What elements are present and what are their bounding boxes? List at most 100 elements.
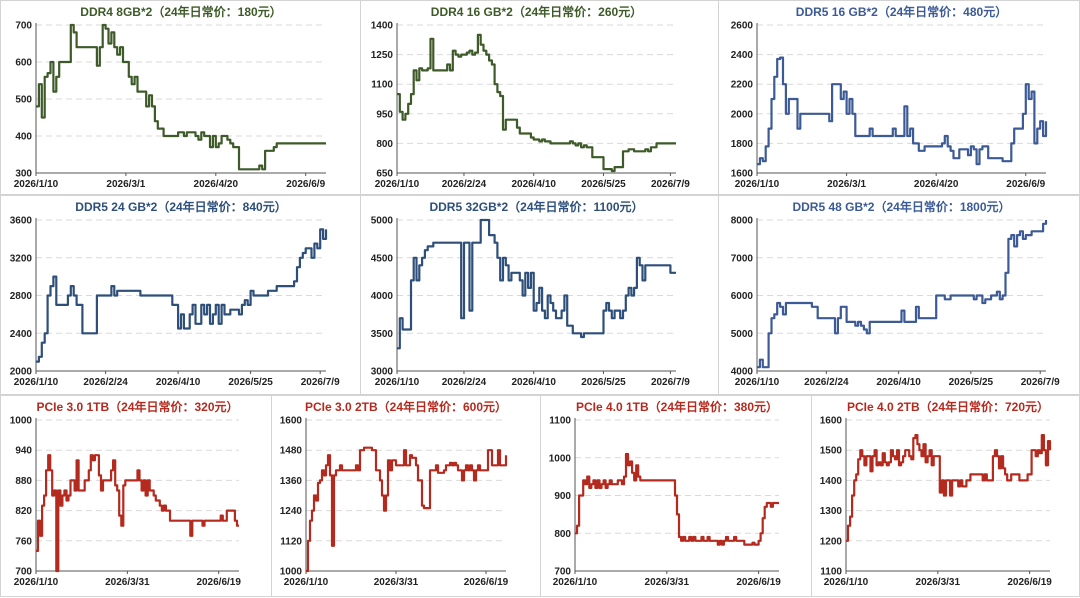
x-tick-label: 2026/6/19 xyxy=(196,577,241,588)
y-tick-label: 8000 xyxy=(731,216,754,227)
x-tick-label: 2026/3/31 xyxy=(105,577,150,588)
y-tick-label: 700 xyxy=(554,567,571,578)
x-tick-label: 2026/7/9 xyxy=(651,377,690,388)
x-tick-label: 2026/1/10 xyxy=(14,179,59,190)
x-tick-label: 2026/4/10 xyxy=(511,377,556,388)
x-tick-label: 2026/3/31 xyxy=(916,577,961,588)
price-series-line xyxy=(575,452,779,546)
x-tick-label: 2026/1/10 xyxy=(735,377,780,388)
y-tick-label: 1800 xyxy=(731,139,754,150)
y-tick-label: 1100 xyxy=(549,416,571,427)
y-tick-label: 1600 xyxy=(731,169,754,180)
x-tick-label: 2026/5/25 xyxy=(581,377,626,388)
y-tick-label: 600 xyxy=(15,58,32,69)
x-tick-label: 2026/5/25 xyxy=(949,377,994,388)
y-tick-label: 700 xyxy=(15,567,32,578)
y-tick-label: 1000 xyxy=(10,416,33,427)
x-tick-label: 2026/7/9 xyxy=(301,377,340,388)
y-tick-label: 2000 xyxy=(10,367,33,378)
price-series-line xyxy=(397,218,676,350)
chart-title: DDR5 32GB*2（24年日常价：1100元） xyxy=(429,199,643,214)
price-series-line xyxy=(397,33,676,173)
price-series-line xyxy=(36,454,239,573)
price-series-line xyxy=(846,434,1052,542)
y-tick-label: 1250 xyxy=(371,50,394,61)
line-chart: PCIe 4.0 2TB（24年日常价：720元） 1100 1200 1300 140… xyxy=(820,399,1053,588)
y-tick-label: 1500 xyxy=(820,446,843,457)
line-chart: PCIe 3.0 2TB（24年日常价：600元） 1000 1120 1240 136… xyxy=(280,399,509,588)
y-tick-label: 650 xyxy=(376,169,393,180)
y-tick-label: 700 xyxy=(15,21,32,32)
y-tick-label: 3500 xyxy=(371,329,394,340)
x-tick-label: 2026/2/24 xyxy=(804,377,849,388)
x-tick-label: 2026/2/24 xyxy=(442,179,487,190)
chart-title: PCIe 3.0 1TB（24年日常价：320元） xyxy=(36,399,238,414)
x-tick-label: 2026/4/10 xyxy=(876,377,921,388)
chart-panel: DDR5 16 GB*2（24年日常价：480元） 1600 1800 2000 220… xyxy=(718,0,1080,195)
x-tick-label: 2026/3/1 xyxy=(106,179,145,190)
y-tick-label: 6000 xyxy=(731,291,754,302)
x-tick-label: 2026/1/10 xyxy=(553,577,598,588)
y-tick-label: 2400 xyxy=(731,50,754,61)
x-tick-label: 2026/5/25 xyxy=(228,377,273,388)
x-tick-label: 2026/6/9 xyxy=(1006,179,1045,190)
y-tick-label: 800 xyxy=(554,529,571,540)
x-tick-label: 2026/6/19 xyxy=(464,577,509,588)
y-tick-label: 800 xyxy=(376,139,393,150)
x-tick-label: 2026/1/10 xyxy=(375,377,420,388)
y-tick-label: 2800 xyxy=(10,291,33,302)
x-tick-label: 2026/5/25 xyxy=(581,179,626,190)
x-tick-label: 2026/4/10 xyxy=(511,179,556,190)
y-tick-label: 900 xyxy=(554,491,571,502)
y-tick-label: 300 xyxy=(15,169,32,180)
line-chart: PCIe 4.0 1TB（24年日常价：380元） 700 800 900 1000 11… xyxy=(549,399,782,588)
x-tick-label: 2026/4/10 xyxy=(156,377,201,388)
line-chart: DDR4 16 GB*2（24年日常价：260元） 650 800 950 1100 12… xyxy=(371,4,691,190)
price-series-line xyxy=(757,220,1048,369)
y-tick-label: 4000 xyxy=(371,291,394,302)
y-tick-label: 2000 xyxy=(731,109,754,120)
chart-panel: PCIe 4.0 1TB（24年日常价：380元） 700 800 900 1000 11… xyxy=(540,395,812,597)
price-series-line xyxy=(306,446,508,573)
y-tick-label: 1200 xyxy=(820,536,843,547)
y-tick-label: 1240 xyxy=(280,506,303,517)
chart-panel: DDR5 32GB*2（24年日常价：1100元） 3000 3500 4000 450… xyxy=(360,195,720,395)
y-tick-label: 820 xyxy=(15,506,32,517)
chart-title: PCIe 4.0 1TB（24年日常价：380元） xyxy=(576,399,778,414)
y-tick-label: 4000 xyxy=(731,367,754,378)
x-tick-label: 2026/1/10 xyxy=(284,577,329,588)
x-tick-label: 2026/3/1 xyxy=(827,179,866,190)
y-tick-label: 1600 xyxy=(280,416,303,427)
x-tick-label: 2026/4/20 xyxy=(194,179,239,190)
chart-title: PCIe 3.0 2TB（24年日常价：600元） xyxy=(305,399,507,414)
x-tick-label: 2026/7/9 xyxy=(1021,377,1060,388)
chart-title: DDR4 16 GB*2（24年日常价：260元） xyxy=(431,4,642,19)
x-tick-label: 2026/7/9 xyxy=(651,179,690,190)
y-tick-label: 2200 xyxy=(731,80,754,91)
y-tick-label: 500 xyxy=(15,95,32,106)
y-tick-label: 3000 xyxy=(371,367,394,378)
price-series-line xyxy=(36,23,326,171)
x-tick-label: 2026/1/10 xyxy=(735,179,780,190)
price-series-line xyxy=(757,56,1048,166)
chart-title: DDR5 48 GB*2（24年日常价：1800元） xyxy=(792,199,1010,214)
y-tick-label: 5000 xyxy=(371,216,394,227)
x-tick-label: 2026/1/10 xyxy=(14,377,59,388)
chart-title: DDR5 24 GB*2（24年日常价：840元） xyxy=(75,199,286,214)
x-tick-label: 2026/3/31 xyxy=(374,577,419,588)
chart-panel: PCIe 4.0 2TB（24年日常价：720元） 1100 1200 1300 140… xyxy=(811,395,1080,597)
y-tick-label: 940 xyxy=(15,446,32,457)
y-tick-label: 7000 xyxy=(731,253,754,264)
y-tick-label: 1400 xyxy=(820,476,843,487)
x-tick-label: 2026/3/31 xyxy=(645,577,690,588)
y-tick-label: 1100 xyxy=(371,80,393,91)
chart-panel: DDR4 8GB*2（24年日常价：180元） 300 400 500 600 700 20… xyxy=(0,0,362,195)
line-chart: DDR5 24 GB*2（24年日常价：840元） 2000 2400 2800 320… xyxy=(10,199,340,388)
chart-panel: DDR5 48 GB*2（24年日常价：1800元） 4000 5000 6000 70… xyxy=(718,195,1080,395)
chart-panel: PCIe 3.0 1TB（24年日常价：320元） 700 760 820 880 940… xyxy=(0,395,272,597)
y-tick-label: 1000 xyxy=(280,567,303,578)
x-tick-label: 2026/1/10 xyxy=(824,577,869,588)
chart-panel: PCIe 3.0 2TB（24年日常价：600元） 1000 1120 1240 136… xyxy=(271,395,541,597)
y-tick-label: 950 xyxy=(376,109,393,120)
y-tick-label: 400 xyxy=(15,132,32,143)
